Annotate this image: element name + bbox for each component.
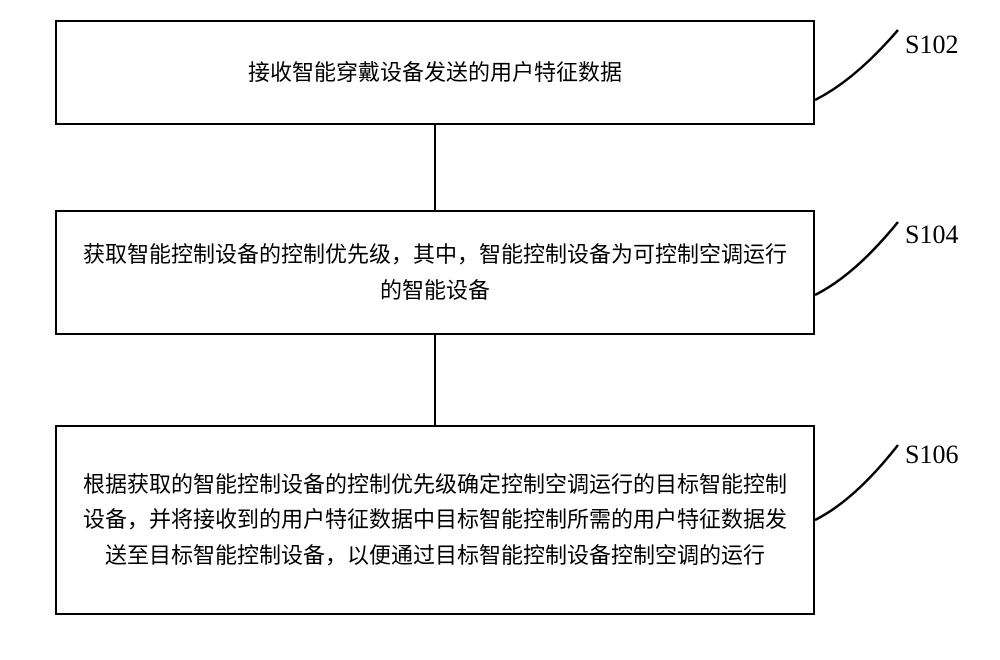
connector-s104-s106	[434, 335, 436, 425]
flowchart-step-s102: 接收智能穿戴设备发送的用户特征数据	[55, 20, 815, 125]
flowchart-step-s106: 根据获取的智能控制设备的控制优先级确定控制空调运行的目标智能控制设备，并将接收到…	[55, 425, 815, 615]
flowchart-container: 接收智能穿戴设备发送的用户特征数据 S102 获取智能控制设备的控制优先级，其中…	[0, 0, 1000, 660]
connector-s102-s104	[434, 125, 436, 210]
step-label-s106: S106	[905, 440, 958, 470]
step-text: 接收智能穿戴设备发送的用户特征数据	[248, 55, 622, 90]
flowchart-step-s104: 获取智能控制设备的控制优先级，其中，智能控制设备为可控制空调运行的智能设备	[55, 210, 815, 335]
step-label-s102: S102	[905, 30, 958, 60]
step-label-s104: S104	[905, 220, 958, 250]
step-text: 根据获取的智能控制设备的控制优先级确定控制空调运行的目标智能控制设备，并将接收到…	[77, 467, 793, 573]
step-text: 获取智能控制设备的控制优先级，其中，智能控制设备为可控制空调运行的智能设备	[77, 237, 793, 307]
